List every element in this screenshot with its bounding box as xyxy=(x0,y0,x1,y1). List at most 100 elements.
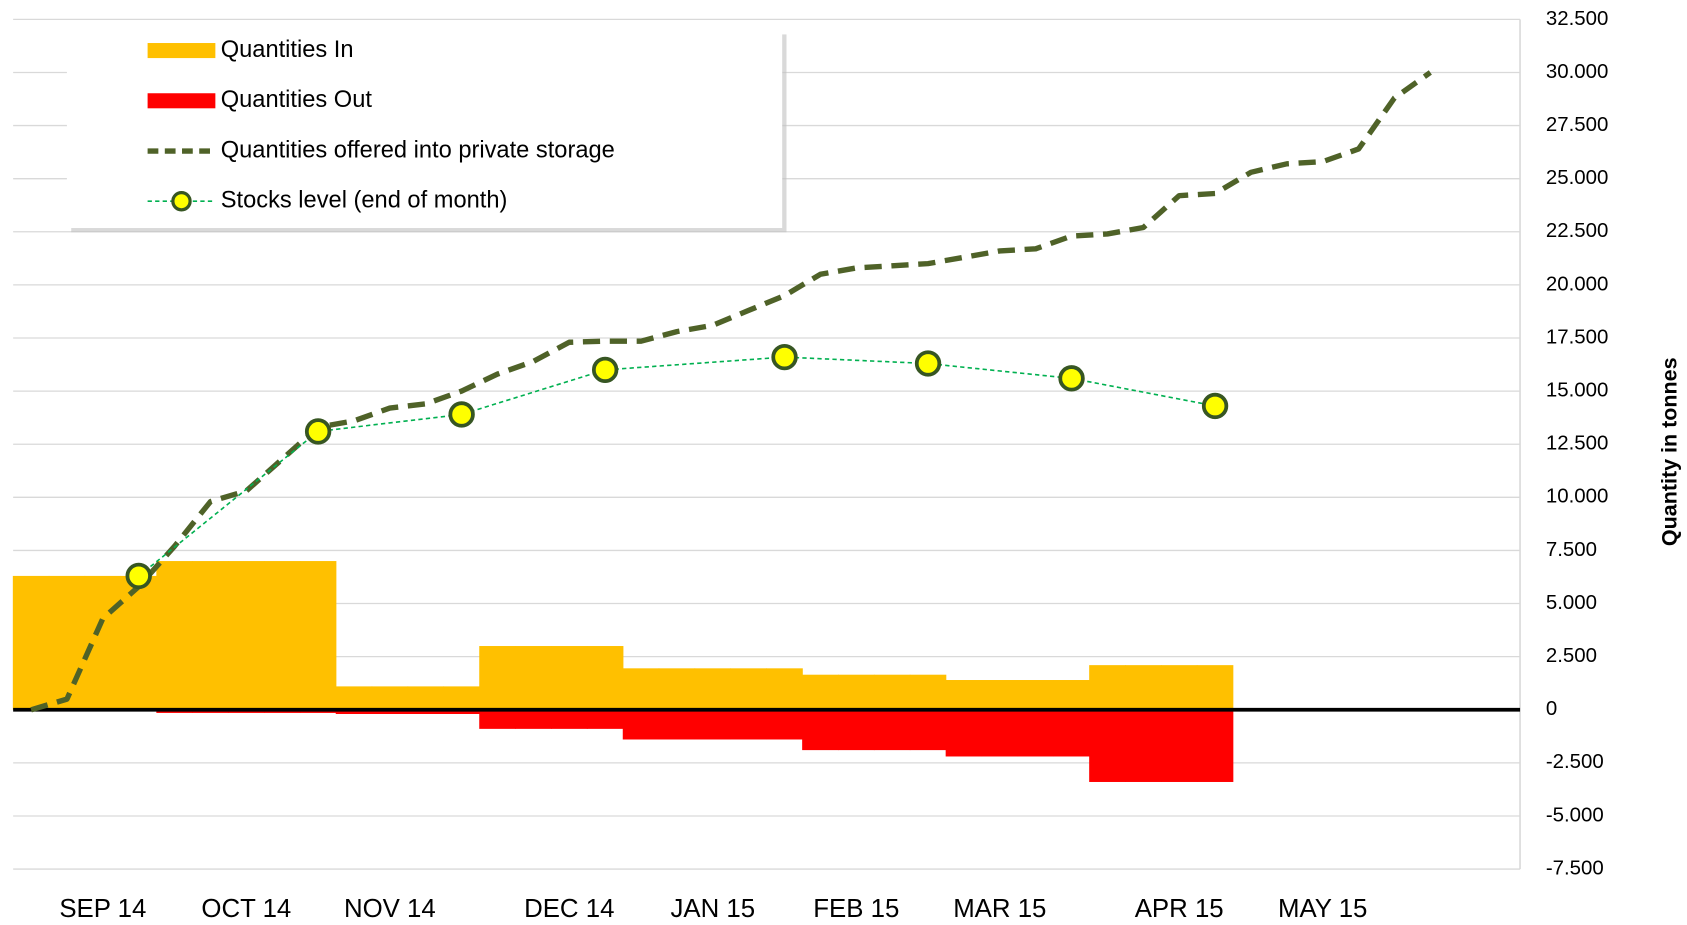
bar xyxy=(622,668,660,710)
bar xyxy=(766,668,803,710)
bar xyxy=(1125,665,1162,710)
y-tick-label: 25.000 xyxy=(1546,167,1608,189)
marker xyxy=(304,418,332,445)
x-tick-label: OCT 14 xyxy=(201,895,291,923)
x-tick-label: JAN 15 xyxy=(670,895,755,923)
x-tick-label: DEC 14 xyxy=(524,895,614,923)
bar xyxy=(407,709,445,714)
y-tick-label: 5.000 xyxy=(1546,592,1597,614)
bar xyxy=(551,709,588,729)
x-tick-label: SEP 14 xyxy=(59,895,146,923)
x-tick-label: FEB 15 xyxy=(813,895,899,923)
bar xyxy=(873,709,911,751)
bar xyxy=(407,686,445,710)
bar xyxy=(873,674,911,710)
bar xyxy=(12,575,50,710)
y-tick-label: 17.500 xyxy=(1546,326,1608,348)
y-tick-label: 2.500 xyxy=(1546,645,1597,667)
bar xyxy=(586,709,624,729)
bar xyxy=(443,686,480,710)
y-tick-label: 15.000 xyxy=(1546,379,1608,401)
bar xyxy=(156,561,193,710)
bar xyxy=(1160,709,1198,782)
legend-label: Stocks level (end of month) xyxy=(221,187,508,213)
bar xyxy=(622,709,660,740)
bar xyxy=(371,686,409,710)
bar xyxy=(586,646,624,710)
legend-label: Quantities In xyxy=(221,37,354,63)
line xyxy=(30,70,1432,713)
y-tick-label: 10.000 xyxy=(1546,486,1608,508)
y-tick-label: 27.500 xyxy=(1546,114,1608,136)
bar xyxy=(838,709,875,751)
bar xyxy=(1089,665,1126,710)
bar xyxy=(84,575,122,710)
bar xyxy=(658,668,696,710)
bar xyxy=(515,646,552,710)
legend-label: Quantities offered into private storage xyxy=(221,137,615,163)
legend-swatch xyxy=(147,93,216,109)
bar xyxy=(192,561,229,710)
bar xyxy=(694,668,732,710)
marker xyxy=(125,562,152,590)
bar xyxy=(945,709,983,757)
bar xyxy=(479,709,516,729)
y-tick-label: 30.000 xyxy=(1546,61,1608,83)
bar xyxy=(909,674,947,710)
x-tick-label: APR 15 xyxy=(1135,895,1224,923)
bar xyxy=(1053,709,1090,757)
bar xyxy=(766,709,803,740)
bar xyxy=(1017,680,1054,710)
bar xyxy=(1196,665,1234,710)
y-tick-label: -2.500 xyxy=(1546,751,1604,773)
y-tick-label: 22.500 xyxy=(1546,220,1608,242)
y-tick-label: 0 xyxy=(1546,698,1557,720)
bar xyxy=(263,561,301,710)
bar xyxy=(802,709,839,751)
bar xyxy=(694,709,732,740)
y-axis-title: Quantity in tonnes xyxy=(1657,357,1681,546)
bar xyxy=(981,680,1019,710)
marker xyxy=(1058,365,1085,392)
bar xyxy=(479,646,516,710)
bar xyxy=(658,709,696,740)
y-tick-label: 7.500 xyxy=(1546,539,1597,561)
bar xyxy=(802,674,839,710)
legend-label: Quantities Out xyxy=(221,87,373,113)
bar xyxy=(909,709,947,751)
bar xyxy=(1160,665,1198,710)
bar xyxy=(48,575,86,710)
marker xyxy=(771,343,798,371)
bar xyxy=(838,674,875,710)
bar xyxy=(335,709,373,714)
bar xyxy=(730,709,767,740)
marker xyxy=(448,401,475,428)
bar xyxy=(515,709,552,729)
marker xyxy=(591,356,619,384)
legend-marker xyxy=(171,191,192,212)
bar xyxy=(1125,709,1162,782)
bar xyxy=(335,686,373,710)
x-tick-label: MAR 15 xyxy=(953,895,1046,923)
bar xyxy=(120,575,157,710)
y-tick-label: 32.500 xyxy=(1546,8,1608,30)
bar xyxy=(1017,709,1054,757)
bar xyxy=(443,709,480,714)
bar xyxy=(299,561,337,710)
x-tick-label: MAY 15 xyxy=(1278,895,1367,923)
x-tick-label: NOV 14 xyxy=(344,895,436,923)
y-tick-label: -5.000 xyxy=(1546,804,1604,826)
bar xyxy=(228,561,265,710)
bar xyxy=(1053,680,1090,710)
line xyxy=(138,356,1216,577)
y-tick-label: -7.500 xyxy=(1546,857,1604,879)
bar xyxy=(1196,709,1234,782)
legend-swatch xyxy=(147,43,216,59)
y-tick-label: 12.500 xyxy=(1546,433,1608,455)
bar xyxy=(1089,709,1126,782)
y-tick-label: 20.000 xyxy=(1546,273,1608,295)
bar xyxy=(551,646,588,710)
marker xyxy=(914,350,942,377)
bar xyxy=(981,709,1019,757)
